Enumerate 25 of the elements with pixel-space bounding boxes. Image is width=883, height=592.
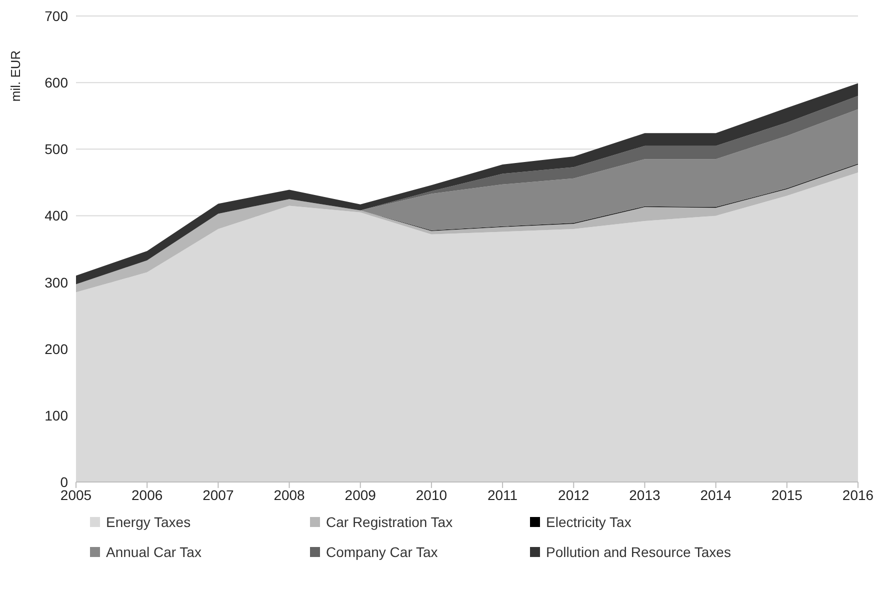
x-tick-label: 2008 (274, 486, 306, 503)
x-tick-label: 2010 (416, 486, 448, 503)
y-tick-label: 600 (44, 74, 68, 91)
x-tick-label: 2006 (132, 486, 163, 503)
legend-label: Electricity Tax (546, 514, 632, 530)
y-tick-label: 300 (44, 274, 68, 290)
x-tick-label: 2013 (629, 486, 661, 503)
legend-label: Car Registration Tax (326, 514, 453, 530)
x-tick-label: 2007 (202, 486, 234, 503)
legend-label: Company Car Tax (326, 544, 438, 560)
x-tick-label: 2009 (344, 486, 376, 503)
y-tick-label: 700 (44, 8, 68, 24)
x-tick-label: 2016 (842, 486, 874, 503)
y-tick-label: 400 (44, 208, 68, 224)
y-axis-title: mil. EUR (8, 50, 23, 102)
y-tick-label: 100 (44, 407, 68, 424)
x-tick-label: 2015 (771, 486, 803, 503)
y-tick-label: 500 (44, 141, 68, 158)
legend-label: Energy Taxes (106, 514, 191, 530)
y-tick-label: 200 (44, 340, 68, 357)
legend-label: Pollution and Resource Taxes (546, 544, 731, 560)
legend-label: Annual Car Tax (106, 544, 202, 560)
x-tick-label: 2014 (700, 486, 732, 503)
x-tick-label: 2012 (558, 486, 590, 503)
x-tick-label: 2011 (487, 486, 518, 503)
